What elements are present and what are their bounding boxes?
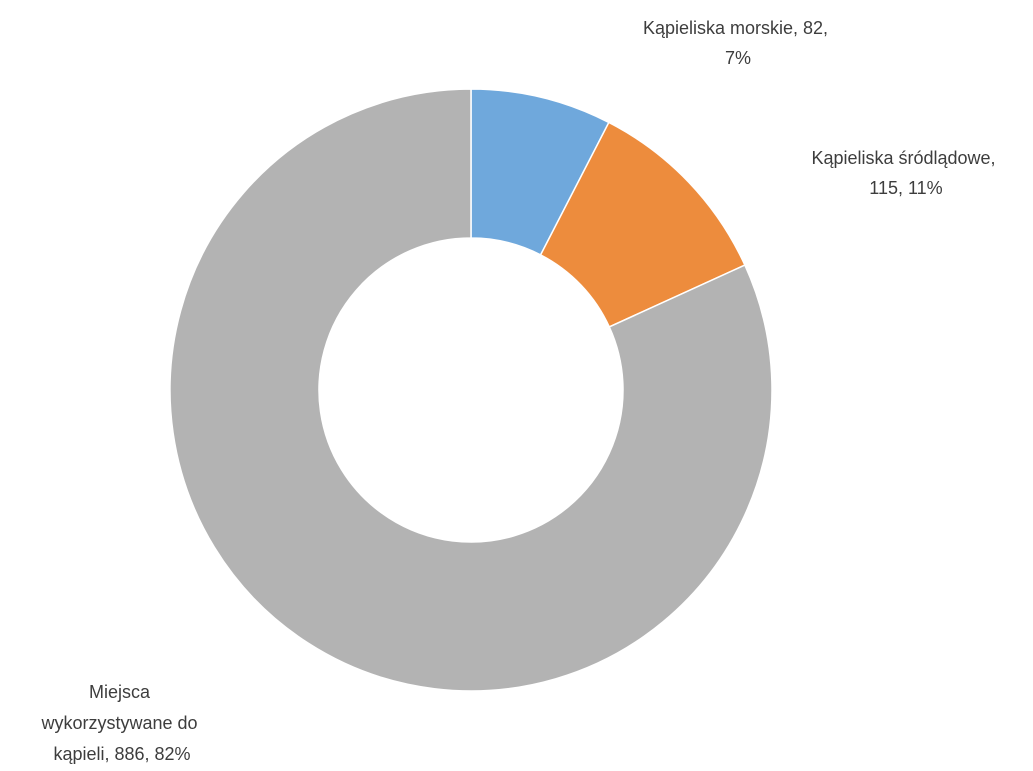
- slice-label-kapieliska-srodladowe: Kąpieliska śródlądowe, 115, 11%: [811, 148, 1000, 198]
- donut-slice-miejsca-wykorzystywane-do-kapieli: [169, 88, 773, 692]
- slice-label-kapieliska-srodladowe-line-2: 115, 11%: [869, 178, 942, 198]
- slice-label-miejsca-wykorzystywane: Miejsca wykorzystywane do kąpieli, 886, …: [40, 682, 202, 764]
- slice-label-miejsca-wykorzystywane-line-1: Miejsca: [89, 682, 151, 702]
- slice-label-kapieliska-morskie: Kąpieliska morskie, 82, 7%: [643, 18, 833, 68]
- donut-slices: [169, 88, 773, 692]
- slice-label-miejsca-wykorzystywane-line-3: kąpieli, 886, 82%: [53, 744, 190, 764]
- slice-label-kapieliska-morskie-line-1: Kąpieliska morskie, 82,: [643, 18, 828, 38]
- slice-label-miejsca-wykorzystywane-line-2: wykorzystywane do: [40, 713, 197, 733]
- slice-label-kapieliska-morskie-line-2: 7%: [725, 48, 751, 68]
- slice-label-kapieliska-srodladowe-line-1: Kąpieliska śródlądowe,: [811, 148, 995, 168]
